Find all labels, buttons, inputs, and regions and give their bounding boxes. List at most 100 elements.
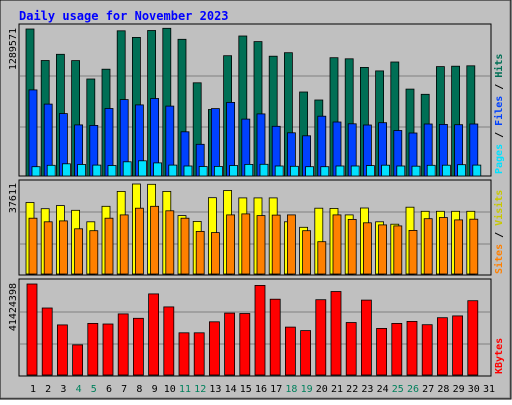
x-tick-label: 6 bbox=[106, 384, 112, 395]
legend-pages: Pages bbox=[494, 144, 505, 174]
sites-bar bbox=[226, 214, 236, 275]
legend-separator: / bbox=[494, 126, 505, 144]
kbytes-bar bbox=[284, 326, 296, 376]
pages-bar bbox=[411, 165, 421, 177]
x-tick-label: 20 bbox=[316, 384, 328, 395]
sites-bar bbox=[362, 222, 372, 275]
x-tick-label: 9 bbox=[152, 384, 158, 395]
pages-bar bbox=[168, 164, 178, 177]
kbytes-bar bbox=[87, 322, 99, 376]
kbytes-bar bbox=[315, 299, 327, 376]
pages-bar bbox=[46, 164, 56, 177]
kbytes-bar bbox=[360, 299, 372, 376]
x-tick-label: 31 bbox=[483, 384, 495, 395]
x-tick-label: 29 bbox=[453, 384, 465, 395]
sites-bar bbox=[317, 241, 327, 275]
kbytes-bar bbox=[41, 307, 53, 376]
kbytes-bar bbox=[132, 317, 144, 376]
x-tick-label: 8 bbox=[136, 384, 142, 395]
panel-kbytes-frame bbox=[18, 278, 492, 377]
x-tick-label: 1 bbox=[30, 384, 36, 395]
legend-visits: Visits bbox=[493, 190, 505, 226]
sites-bar bbox=[332, 214, 342, 275]
sites-bar bbox=[408, 229, 418, 275]
pages-bar bbox=[396, 165, 406, 177]
pages-bar bbox=[305, 166, 315, 177]
sites-bar bbox=[104, 217, 114, 275]
x-tick-label: 3 bbox=[60, 384, 66, 395]
x-tick-label: 15 bbox=[240, 384, 252, 395]
pages-bar bbox=[62, 163, 71, 177]
sites-bar bbox=[256, 215, 266, 275]
x-tick-label: 22 bbox=[346, 384, 358, 395]
kbytes-bar bbox=[300, 330, 312, 376]
x-tick-label: 19 bbox=[301, 384, 313, 395]
sites-bar bbox=[28, 217, 38, 275]
kbytes-bar bbox=[421, 324, 433, 376]
x-tick-label: 10 bbox=[164, 384, 176, 395]
kbytes-bar bbox=[345, 322, 357, 376]
pages-bar bbox=[335, 165, 345, 177]
x-tick-label: 14 bbox=[225, 384, 237, 395]
kbytes-bar bbox=[148, 293, 160, 376]
pages-bar bbox=[213, 165, 223, 177]
x-tick-label: 7 bbox=[121, 384, 127, 395]
sites-bar bbox=[195, 230, 205, 275]
kbytes-bar bbox=[254, 284, 266, 376]
kbytes-bar bbox=[239, 313, 251, 376]
pages-bar bbox=[274, 165, 284, 177]
kbytes-bar bbox=[72, 344, 83, 376]
x-tick-label: 25 bbox=[392, 384, 404, 395]
y-tick-label-visits: 37611 bbox=[8, 183, 19, 213]
pages-bar bbox=[472, 164, 482, 177]
legend-separator: / bbox=[494, 226, 505, 244]
y-tick-label-hits: 1289571 bbox=[8, 28, 19, 70]
pages-bar bbox=[441, 164, 451, 177]
pages-bar bbox=[381, 164, 391, 177]
sites-bar bbox=[119, 214, 129, 275]
pages-bar bbox=[244, 163, 254, 177]
kbytes-bar bbox=[391, 322, 403, 376]
files-bar bbox=[28, 89, 38, 177]
pages-bar bbox=[77, 164, 86, 177]
sites-bar bbox=[134, 207, 144, 275]
kbytes-bar bbox=[117, 313, 129, 376]
x-tick-label: 5 bbox=[91, 384, 97, 395]
sites-bar bbox=[393, 225, 403, 275]
sites-bar bbox=[469, 218, 479, 275]
x-tick-label: 13 bbox=[209, 384, 221, 395]
pages-bar bbox=[92, 164, 102, 177]
pages-bar bbox=[457, 164, 467, 177]
sites-bar bbox=[89, 230, 99, 275]
pages-bar bbox=[31, 166, 41, 177]
y-tick-label-kbytes: 41424398 bbox=[8, 283, 19, 331]
pages-bar bbox=[107, 165, 117, 177]
x-tick-label: 24 bbox=[377, 384, 389, 395]
pages-bar bbox=[365, 165, 375, 177]
legend-separator: / bbox=[494, 78, 505, 96]
kbytes-bar bbox=[178, 332, 190, 376]
pages-bar bbox=[183, 165, 193, 177]
sites-bar bbox=[210, 232, 220, 275]
pages-bar bbox=[426, 164, 436, 177]
kbytes-bar bbox=[208, 321, 220, 376]
kbytes-bar bbox=[193, 332, 205, 376]
sites-bar bbox=[150, 205, 160, 275]
x-tick-label: 11 bbox=[179, 384, 191, 395]
legend-kbytes: KBytes bbox=[494, 338, 505, 374]
x-tick-label: 26 bbox=[407, 384, 419, 395]
sites-bar bbox=[347, 218, 357, 275]
kbytes-bar bbox=[163, 306, 175, 376]
sites-bar bbox=[165, 210, 175, 275]
kbytes-bar bbox=[224, 312, 236, 376]
pages-bar bbox=[137, 160, 147, 177]
sites-bar bbox=[241, 213, 251, 275]
x-tick-label: 4 bbox=[76, 384, 82, 395]
x-tick-label: 12 bbox=[194, 384, 206, 395]
pages-bar bbox=[229, 165, 239, 177]
pages-bar bbox=[153, 162, 163, 177]
legend-hits-files-pages: Pages / Files / Hits bbox=[493, 54, 505, 174]
x-tick-label: 2 bbox=[45, 384, 51, 395]
sites-bar bbox=[423, 218, 433, 275]
pages-bar bbox=[122, 161, 132, 177]
